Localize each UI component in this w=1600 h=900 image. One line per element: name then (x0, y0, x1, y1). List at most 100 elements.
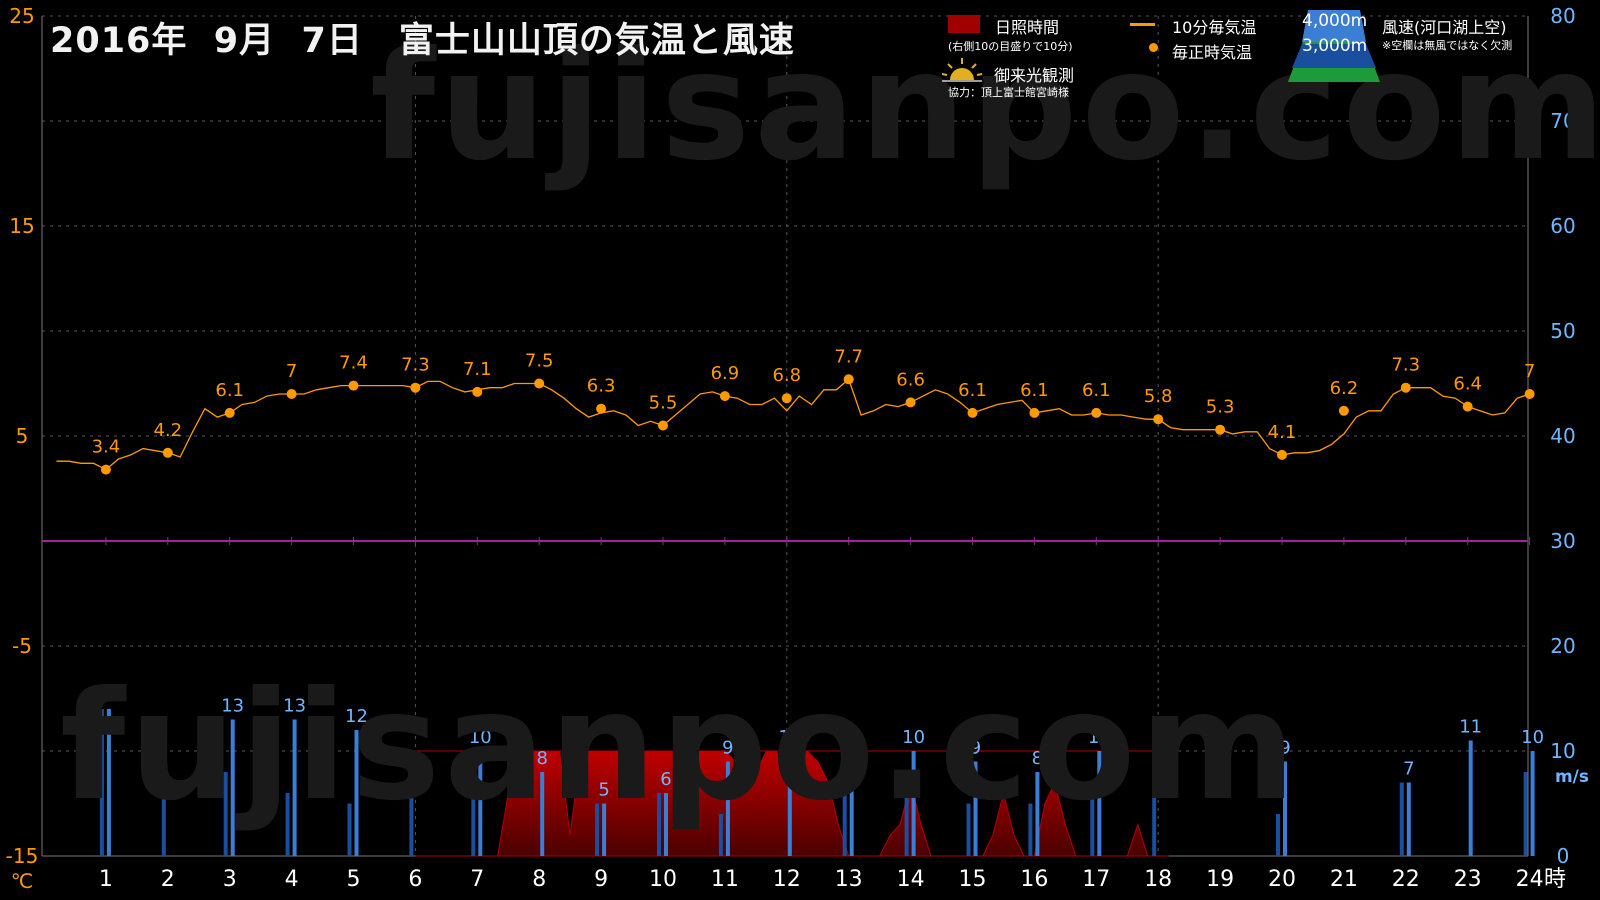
hourly-temp-label: 6.8 (772, 365, 801, 386)
hourly-temp-label: 6.1 (1020, 380, 1049, 401)
hourly-temp-point (348, 380, 359, 391)
x-axis-tick: 9 (594, 867, 608, 892)
hourly-temp-point (596, 403, 607, 414)
wind-3000m-bar (842, 793, 847, 856)
x-axis-tick: 17 (1082, 867, 1110, 892)
hourly-temp-point (1277, 449, 1287, 460)
x-axis-tick: 21 (1330, 867, 1358, 892)
wind-3000m-bar (1276, 814, 1280, 856)
hourly-temp-label: 4.2 (153, 420, 182, 441)
x-axis-tick: 12 (773, 867, 801, 892)
hourly-temp-label: 7 (286, 361, 297, 382)
hourly-temp-label: 7.5 (525, 351, 554, 372)
hourly-temp-label: 6.1 (215, 380, 244, 401)
wind-4000m-bar (1406, 782, 1411, 856)
sunshine-legend-swatch (948, 15, 980, 33)
alt4000-label: 4,000m (1302, 11, 1368, 31)
wind-data-label: 10 (778, 727, 801, 748)
x-axis-tick: 11 (711, 867, 739, 892)
wind-3000m-bar (1399, 782, 1404, 856)
wind-data-label: 8 (536, 748, 547, 769)
hourly-temp-label: 6.2 (1330, 378, 1359, 399)
hourly-temp-point (1338, 405, 1349, 416)
wind-data-label: 10 (1521, 727, 1544, 748)
left-axis-tick: 5 (16, 424, 29, 448)
sunshine-legend-label: 日照時間 (995, 18, 1060, 37)
wind-3000m-bar (409, 772, 414, 856)
left-axis-tick: 25 (9, 4, 34, 28)
x-axis-tick: 22 (1392, 867, 1420, 892)
hourly-temp-label: 6.3 (587, 376, 616, 397)
x-axis-tick: 14 (897, 867, 925, 892)
wind-data-label: 13 (283, 696, 306, 717)
right-axis-tick: 20 (1550, 634, 1575, 658)
right-axis-tick: 10 (1550, 739, 1575, 763)
wind-data-label: 6 (660, 769, 671, 790)
hourly-temp-point (472, 386, 483, 397)
wind-4000m-bar (664, 793, 668, 856)
wind-4000m-bar (1283, 761, 1287, 856)
x-axis-tick: 10 (649, 867, 677, 892)
x-axis-tick: 6 (408, 867, 422, 892)
hourly-temp-label: 5.3 (1206, 397, 1235, 418)
hourly-temp-label: 3.4 (92, 437, 121, 458)
hourly-temp-point (1215, 424, 1226, 435)
wind-data-label: 10 (1088, 727, 1111, 748)
hourly-temp-point (162, 447, 173, 458)
wind-4000m-bar (973, 761, 978, 856)
temp10-legend-label: 10分毎気温 (1172, 18, 1257, 37)
hourly-temp-point (1153, 414, 1164, 425)
wind-4000m-bar (602, 803, 607, 856)
wind-legend-note: ※空欄は無風ではなく欠測 (1382, 39, 1513, 52)
sunrise-icon (942, 58, 982, 82)
right-axis-tick: 40 (1550, 424, 1575, 448)
hourly-temp-label: 6.4 (1453, 374, 1482, 395)
wind-3000m-bar (904, 793, 909, 856)
wind-data-label: 12 (345, 706, 368, 727)
x-axis-tick: 16 (1020, 867, 1048, 892)
hourly-temp-point (1524, 389, 1535, 399)
x-axis-tick: 15 (959, 867, 987, 892)
right-axis-tick: 70 (1550, 109, 1575, 133)
hourly-temp-point (1462, 401, 1473, 412)
wind-3000m-bar (471, 782, 476, 856)
hourly-temp-label: 4.1 (1268, 422, 1297, 443)
sunrise-legend-label: 御来光観測 (994, 66, 1075, 85)
hourly-temp-point (286, 389, 297, 399)
wind-3000m-bar (1090, 793, 1095, 856)
hourly-temp-point (781, 393, 792, 404)
left-axis-tick: 15 (9, 214, 34, 238)
x-axis-tick: 23 (1454, 867, 1482, 892)
x-axis-tick: 8 (532, 867, 546, 892)
wind-data-label: 9 (1279, 738, 1290, 759)
right-axis-tick: 60 (1550, 214, 1575, 238)
hourly-temp-point (658, 420, 668, 431)
wind-4000m-bar (106, 709, 111, 856)
alt3000-label: 3,000m (1302, 36, 1368, 56)
temperature-10min-line (56, 378, 1530, 471)
x-axis-tick: 20 (1268, 867, 1296, 892)
hourly-temp-label: 7.3 (401, 355, 430, 376)
wind-3000m-bar (718, 814, 723, 856)
mountain-icon (1288, 10, 1380, 82)
wind-data-label: 7 (1403, 759, 1414, 780)
wind-data-label: 10 (840, 727, 863, 748)
wind-legend-label: 風速(河口湖上空) (1382, 18, 1507, 37)
wind-data-label: 14 (97, 685, 120, 706)
wind-data-label: 10 (902, 727, 925, 748)
temp10-legend-line (1130, 23, 1155, 26)
x-axis-tick: 3 (223, 867, 237, 892)
x-axis-label: 時 (1544, 867, 1566, 892)
wind-4000m-bar (292, 719, 297, 856)
wind-4000m-bar (725, 761, 730, 856)
wind-3000m-bar (285, 793, 290, 856)
wind-4000m-bar (1468, 740, 1473, 856)
wind-4000m-bar (787, 751, 792, 856)
left-axis-tick: -15 (6, 844, 39, 868)
wind-4000m-bar (354, 730, 359, 856)
chart-title: 2016年 9月 7日 富士山山頂の気温と風速 (50, 21, 795, 61)
wind-4000m-bar (1530, 751, 1535, 856)
watermark-top: fujisanpo.com (370, 20, 1600, 194)
wind-data-label: 9 (722, 738, 733, 759)
right-axis-tick: 30 (1550, 529, 1575, 553)
